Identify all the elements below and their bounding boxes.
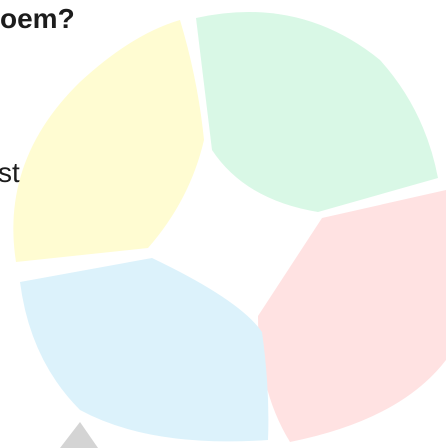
wheel-segment-yellow[interactable] — [13, 20, 205, 262]
wheel-pointer — [60, 422, 98, 448]
wheel-segment-green[interactable] — [196, 11, 438, 213]
wheel-segment-blue[interactable] — [20, 258, 269, 442]
question-heading: oem? — [0, 3, 75, 34]
question-text: st — [0, 157, 20, 188]
wheel-segment-red[interactable] — [258, 190, 446, 442]
